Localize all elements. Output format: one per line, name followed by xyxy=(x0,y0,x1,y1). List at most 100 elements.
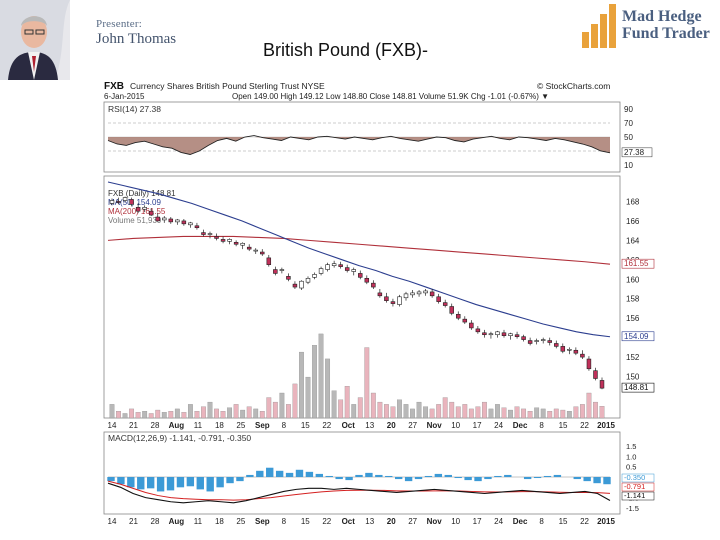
volume-bar xyxy=(377,401,383,419)
volume-bar xyxy=(122,413,128,419)
candle-body xyxy=(305,278,311,283)
rsi-last-value: 27.38 xyxy=(624,148,645,157)
candle-body xyxy=(599,380,605,389)
macd-histogram-bar xyxy=(305,471,314,477)
candle-body xyxy=(580,353,585,358)
ma50-line xyxy=(107,181,611,338)
macd-histogram-bar xyxy=(117,477,125,485)
macd-tick-label: 1.5 xyxy=(626,442,636,451)
x-tick-label: 18 xyxy=(215,421,224,430)
candle-body xyxy=(142,206,147,210)
candle-body xyxy=(168,218,174,223)
volume-bar xyxy=(214,408,219,419)
volume-bar xyxy=(135,412,141,419)
rsi-line xyxy=(107,135,611,155)
macd-histogram-bar xyxy=(533,477,542,479)
candle-body xyxy=(547,340,552,343)
candle-body xyxy=(135,206,141,212)
volume-bar xyxy=(488,408,494,419)
volume-bar xyxy=(449,401,455,419)
candle-body xyxy=(312,274,317,278)
volume-bar xyxy=(383,404,389,419)
candle-body xyxy=(462,318,468,323)
volume-bar xyxy=(227,407,233,419)
candle-body xyxy=(358,273,363,278)
volume-bar xyxy=(560,409,566,419)
macd-histogram-bar xyxy=(414,477,423,480)
x-tick-label: Sep xyxy=(255,517,270,526)
x-tick-label: 17 xyxy=(473,421,482,430)
volume-bar xyxy=(364,347,370,419)
volume-bar xyxy=(429,408,435,419)
volume-bar xyxy=(370,392,376,419)
mad-hedge-logo: Mad Hedge Fund Trader xyxy=(578,2,718,50)
volume-bar xyxy=(292,383,298,419)
x-tick-label: 13 xyxy=(365,421,374,430)
macd-histogram-bar xyxy=(325,475,333,477)
macd-histogram-bar xyxy=(156,477,165,492)
candle-body xyxy=(442,302,448,306)
price-last-labels: 161.55 154.09 148.81 xyxy=(621,258,655,393)
candle-body xyxy=(194,225,200,229)
volume-bar xyxy=(455,406,461,419)
candle-body xyxy=(482,332,487,336)
macd-histogram-bar xyxy=(404,477,413,482)
macd-histogram-bar xyxy=(146,477,155,489)
x-tick-label: 2015 xyxy=(597,421,615,430)
macd-histogram-bar xyxy=(186,477,195,487)
macd-histogram-bar xyxy=(504,474,512,477)
macd-histogram-bar xyxy=(444,474,452,477)
macd-histogram-bar xyxy=(206,477,214,492)
x-tick-label: Sep xyxy=(255,421,270,430)
volume-bar xyxy=(547,411,553,419)
x-axis-bottom: 14 21 28 Aug 11 18 25 Sep 8 15 22 Oct 13 20 27 Nov 10 17 2… xyxy=(108,517,616,526)
candle-body xyxy=(475,328,481,333)
macd-histogram-bar xyxy=(385,475,393,477)
candle-body xyxy=(299,280,304,289)
logo-line-1: Mad Hedge xyxy=(622,8,702,25)
x-tick-label: Nov xyxy=(427,421,443,430)
price-legend-entry: Volume 51,939 xyxy=(108,216,162,225)
rsi-tick-label: 90 xyxy=(624,105,633,114)
candle-body xyxy=(540,339,546,341)
volume-bar xyxy=(534,407,540,419)
volume-bar xyxy=(501,407,507,419)
volume-bar xyxy=(259,411,265,419)
macd-histogram-bar xyxy=(394,477,403,480)
candle-body xyxy=(501,332,507,336)
volume-bar xyxy=(397,399,402,419)
presenter-name: John Thomas xyxy=(96,31,177,47)
volume-bar xyxy=(442,397,448,419)
volume-bar xyxy=(593,401,598,419)
candle-body xyxy=(384,296,389,301)
volume-bar xyxy=(403,404,409,419)
macd-signal-line xyxy=(107,480,611,501)
candle-body xyxy=(207,233,213,235)
candle-body xyxy=(116,201,121,203)
x-tick-label: Dec xyxy=(513,517,528,526)
presenter-photo xyxy=(0,0,70,80)
x-tick-label: 22 xyxy=(322,517,331,526)
price-tick-label: 168 xyxy=(626,197,640,206)
candle-body xyxy=(397,296,402,305)
candle-body xyxy=(527,340,533,344)
x-axis-top: 14 21 28 Aug 11 18 25 Sep 8 15 22 Oct 13 20 27 Nov 10 17 2… xyxy=(108,421,616,430)
price-axis: 168166164162160158156154152150 xyxy=(626,197,640,381)
volume-bar xyxy=(168,411,174,419)
candle-body xyxy=(331,263,337,266)
candle-body xyxy=(109,200,115,204)
x-tick-label: 27 xyxy=(408,517,417,526)
volume-bar xyxy=(566,411,572,419)
volume-bar xyxy=(579,404,585,419)
candle-body xyxy=(260,251,265,255)
macd-histogram-bar xyxy=(266,467,274,477)
candle-body xyxy=(266,257,272,265)
candle-body xyxy=(155,216,160,222)
macd-histogram-bar xyxy=(573,477,581,480)
rsi-plot: 27.38 xyxy=(107,122,653,158)
macd-histogram-bar xyxy=(107,477,115,482)
candle-body xyxy=(567,349,572,351)
candle-body xyxy=(416,291,422,295)
candle-body xyxy=(279,269,285,271)
macd-histogram-bar xyxy=(603,477,611,485)
